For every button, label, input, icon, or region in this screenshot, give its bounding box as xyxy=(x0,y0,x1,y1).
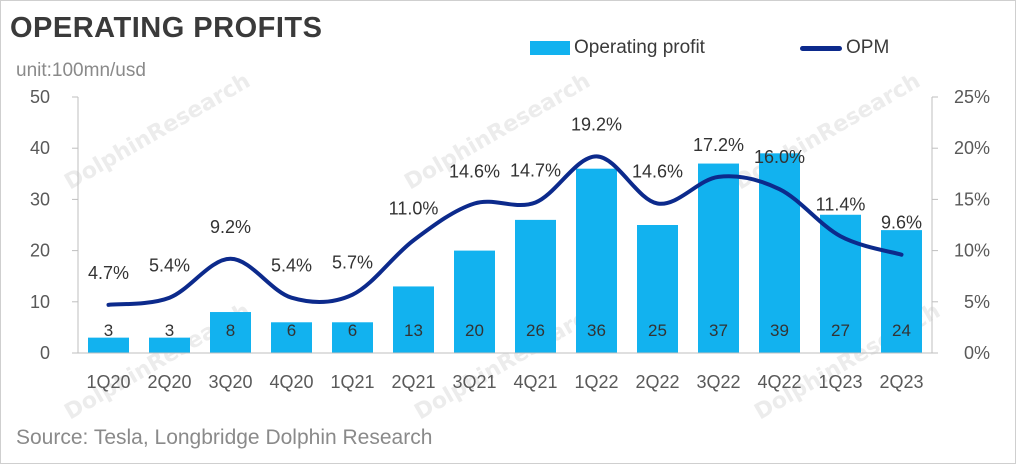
x-tick-label: 3Q20 xyxy=(208,372,252,392)
legend-line-label: OPM xyxy=(846,37,890,58)
x-tick-label: 2Q20 xyxy=(147,372,191,392)
opm-value-label: 14.6% xyxy=(449,161,500,181)
bar-value-label: 27 xyxy=(831,321,850,340)
axis-layer: 0 10 20 30 40 50 0% 5% 10% 15% 20% 25% 1Q20 2Q20 3Q20 4… xyxy=(30,87,990,392)
watermark-text: DolphinResearch xyxy=(411,299,605,426)
bar-value-label: 6 xyxy=(287,321,296,340)
y-right-tick-label: 15% xyxy=(954,189,990,209)
y-left-tick-label: 40 xyxy=(30,138,50,158)
y-left-tick-label: 10 xyxy=(30,292,50,312)
bar-value-label: 25 xyxy=(648,321,667,340)
watermark-layer: DolphinResearch DolphinResearch DolphinRes… xyxy=(61,69,945,426)
bar-2Q22 xyxy=(637,225,678,353)
unit-label: unit:100mn/usd xyxy=(16,60,146,81)
bar-value-label: 39 xyxy=(770,321,789,340)
opm-value-label: 5.4% xyxy=(149,256,190,276)
bar-1Q22 xyxy=(576,168,617,353)
legend-bar-label: Operating profit xyxy=(574,37,705,58)
x-tick-label: 4Q21 xyxy=(513,372,557,392)
bar-1Q20 xyxy=(88,337,129,353)
opm-value-label: 11.0% xyxy=(389,198,439,218)
opm-line xyxy=(106,154,904,307)
bar-2Q20 xyxy=(149,337,190,353)
legend-item-operating-profit: Operating profit xyxy=(530,36,705,60)
legend-item-opm: OPM xyxy=(800,36,889,60)
bar-3Q22 xyxy=(698,163,739,353)
bar-value-label: 26 xyxy=(526,321,545,340)
opm-value-label: 11.4% xyxy=(816,194,866,214)
y-right-tick-label: 0% xyxy=(964,343,990,363)
bar-value-label: 37 xyxy=(709,321,728,340)
bar-1Q21 xyxy=(332,322,373,353)
bar-value-label: 24 xyxy=(892,321,911,340)
bar-value-label: 6 xyxy=(348,321,357,340)
watermark-text: DolphinResearch xyxy=(61,69,255,196)
bar-4Q22 xyxy=(759,153,800,353)
legend-line-swatch xyxy=(800,45,842,51)
y-left-tick-label: 20 xyxy=(30,241,50,261)
x-tick-label: 2Q22 xyxy=(635,372,679,392)
opm-value-label: 5.7% xyxy=(332,253,373,273)
x-tick-label: 1Q22 xyxy=(574,372,618,392)
x-tick-label: 2Q23 xyxy=(879,372,923,392)
bar-value-label: 36 xyxy=(587,321,606,340)
opm-value-label: 9.6% xyxy=(881,213,922,233)
y-left-tick-label: 30 xyxy=(30,189,50,209)
opm-value-label: 14.7% xyxy=(510,160,561,180)
bar-3Q21 xyxy=(454,250,495,353)
bar-value-label: 20 xyxy=(465,321,484,340)
bar-value-label: 3 xyxy=(165,321,174,340)
bar-value-label: 13 xyxy=(404,321,423,340)
opm-value-label: 5.4% xyxy=(271,256,312,276)
bars-layer xyxy=(88,153,922,353)
bar-4Q21 xyxy=(515,219,556,353)
y-right-tick-label: 5% xyxy=(964,292,990,312)
x-tick-label: 4Q20 xyxy=(269,372,313,392)
opm-value-label: 17.2% xyxy=(693,135,744,155)
bar-value-label: 3 xyxy=(104,321,113,340)
opm-value-label: 9.2% xyxy=(210,217,251,237)
y-right-tick-label: 10% xyxy=(954,241,990,261)
source-note: Source: Tesla, Longbridge Dolphin Resear… xyxy=(16,426,433,449)
line-layer xyxy=(106,154,904,307)
opm-value-label: 4.7% xyxy=(88,263,129,283)
x-tick-label: 4Q22 xyxy=(757,372,801,392)
y-right-tick-label: 20% xyxy=(954,138,990,158)
x-tick-label: 1Q23 xyxy=(818,372,862,392)
legend-bar-swatch xyxy=(530,41,570,55)
opm-value-label: 19.2% xyxy=(571,114,622,134)
x-tick-label: 3Q22 xyxy=(696,372,740,392)
x-tick-label: 3Q21 xyxy=(452,372,496,392)
y-left-tick-label: 50 xyxy=(30,87,50,107)
x-tick-label: 1Q20 xyxy=(86,372,130,392)
label-layer: 3 3 8 6 6 13 20 26 36 25 37 39 27 24 4.7% 5.4% 9.2% 5.4% 5… xyxy=(88,114,922,340)
x-tick-label: 1Q21 xyxy=(330,372,374,392)
chart-title: OPERATING PROFITS xyxy=(10,12,323,44)
bar-3Q20 xyxy=(210,312,251,353)
opm-value-label: 16.0% xyxy=(754,147,805,167)
x-tick-label: 2Q21 xyxy=(391,372,435,392)
y-right-tick-label: 25% xyxy=(954,87,990,107)
y-left-tick-label: 0 xyxy=(40,343,50,363)
opm-value-label: 14.6% xyxy=(632,161,683,181)
bar-2Q21 xyxy=(393,286,434,353)
bar-4Q20 xyxy=(271,322,312,353)
bar-value-label: 8 xyxy=(226,321,235,340)
